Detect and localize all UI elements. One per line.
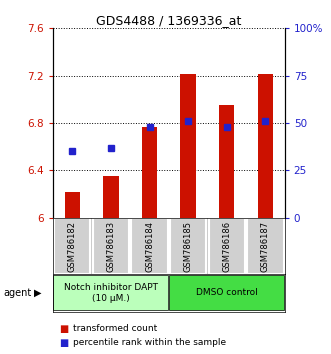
- Bar: [170, 218, 206, 274]
- Text: ■: ■: [60, 338, 69, 348]
- Bar: [53, 275, 168, 310]
- Bar: [180, 74, 196, 218]
- Bar: [142, 127, 157, 218]
- Bar: [65, 192, 80, 218]
- Text: ■: ■: [60, 324, 69, 334]
- Text: agent: agent: [3, 288, 31, 298]
- Text: transformed count: transformed count: [73, 324, 157, 333]
- Text: DMSO control: DMSO control: [196, 289, 258, 297]
- Bar: [131, 218, 167, 274]
- Bar: [93, 218, 129, 274]
- Text: Notch inhibitor DAPT
(10 μM.): Notch inhibitor DAPT (10 μM.): [64, 283, 158, 303]
- Text: GSM786183: GSM786183: [106, 221, 116, 272]
- Text: GSM786187: GSM786187: [261, 221, 270, 272]
- Text: percentile rank within the sample: percentile rank within the sample: [73, 338, 226, 347]
- Bar: [103, 176, 118, 218]
- Bar: [169, 275, 284, 310]
- Bar: [258, 74, 273, 218]
- Text: GSM786182: GSM786182: [68, 221, 77, 272]
- Text: GSM786185: GSM786185: [184, 221, 193, 272]
- Text: GSM786186: GSM786186: [222, 221, 231, 272]
- Title: GDS4488 / 1369336_at: GDS4488 / 1369336_at: [96, 14, 242, 27]
- Bar: [209, 218, 245, 274]
- Text: GSM786184: GSM786184: [145, 221, 154, 272]
- Bar: [219, 105, 234, 218]
- Text: ▶: ▶: [34, 288, 42, 298]
- Bar: [54, 218, 90, 274]
- Bar: [247, 218, 283, 274]
